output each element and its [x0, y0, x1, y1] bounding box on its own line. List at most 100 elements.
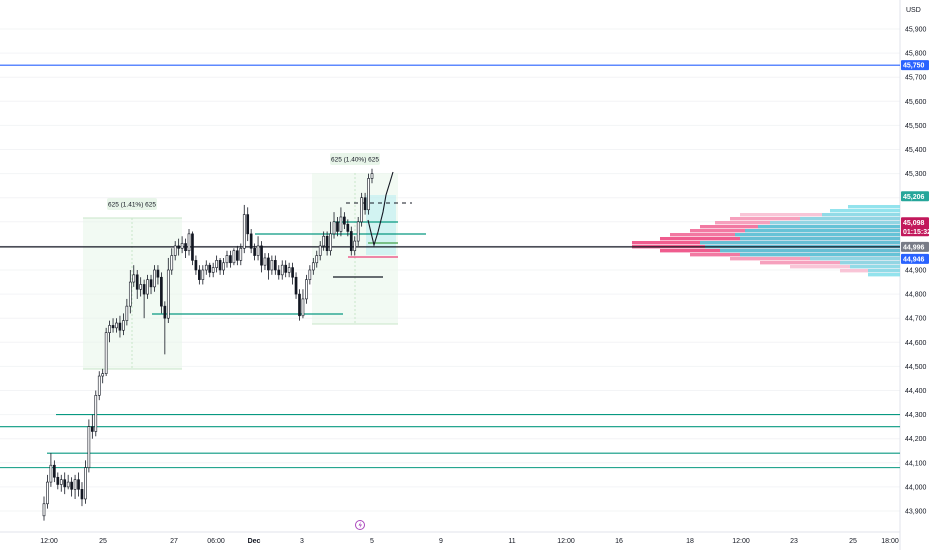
candle-body [194, 260, 198, 271]
candle-body [325, 235, 329, 252]
drawings[interactable] [367, 171, 394, 248]
candle-body [132, 274, 136, 283]
candle-body [284, 264, 288, 273]
currency-label[interactable]: USD [906, 7, 921, 14]
candle-body [173, 245, 177, 256]
candle-body [298, 293, 301, 317]
candle-body [184, 243, 187, 252]
time-tick-label: 25 [849, 538, 857, 545]
lightning-icon [358, 521, 362, 529]
time-tick-label: 18 [686, 538, 694, 545]
price-tick-label: 44,900 [905, 268, 927, 275]
candle-body [287, 267, 291, 273]
price-tick-label: 45,600 [905, 99, 927, 106]
candle-body [253, 248, 256, 256]
candle-body [177, 245, 180, 249]
candle-body [201, 269, 205, 280]
candle-body [94, 395, 98, 432]
candle-body [191, 233, 194, 261]
candle-body [349, 231, 353, 252]
price-tick-label: 44,700 [905, 316, 927, 323]
price-tick-label: 44,100 [905, 460, 927, 467]
price-tag [901, 60, 929, 71]
candle-body [353, 240, 357, 252]
candle-body [80, 489, 84, 500]
candle-body [277, 269, 281, 276]
candle-body [70, 481, 73, 490]
time-tick-label: 25 [99, 538, 107, 545]
candle-body [308, 269, 312, 280]
projection-box [366, 195, 396, 255]
candle-body [236, 250, 239, 261]
candle-body [363, 197, 367, 211]
price-tick-label: 44,600 [905, 340, 927, 347]
time-tick-label: 18:00 [881, 538, 899, 545]
candle-body [260, 245, 263, 266]
price-tag-label: 44,996 [903, 244, 925, 251]
volume-profile-bar [868, 269, 900, 273]
candle-body [142, 284, 146, 295]
candle-body [77, 479, 80, 490]
candle-body [104, 332, 108, 374]
candle-body [84, 467, 87, 500]
candle-body [97, 375, 101, 396]
price-tick-label: 45,300 [905, 171, 927, 178]
horizontal-levels[interactable] [0, 64, 900, 469]
volume-profile-bar [745, 229, 900, 233]
candle-body [153, 269, 156, 288]
candle-body [343, 216, 346, 225]
price-tag [901, 253, 929, 264]
candle-body [315, 255, 319, 264]
candle-body [204, 264, 208, 271]
candle-body [166, 269, 170, 319]
candle-body [59, 479, 63, 485]
price-tags: 45,750 45,206 45,098 01:15:32 44,996 44,946 [901, 60, 931, 264]
price-tag [901, 241, 929, 252]
candle-body [111, 325, 115, 329]
price-tick-label: 44,000 [905, 484, 927, 491]
candle-body [273, 260, 277, 271]
candle-body [170, 255, 174, 271]
candle-body [280, 264, 284, 276]
measure-label: 625 (1.41%) 625 [108, 202, 156, 209]
volume-profile-bar [740, 253, 900, 257]
price-tag-label: 45,098 [903, 220, 925, 227]
price-tag-label: 44,946 [903, 256, 925, 263]
volume-profile-bar [758, 225, 900, 229]
price-tag [901, 217, 929, 237]
measure-label-box [330, 153, 380, 165]
candle-body [336, 221, 339, 232]
price-tick-label: 45,700 [905, 75, 927, 82]
candle-body [53, 464, 56, 478]
volume-profile-bar [840, 261, 900, 265]
candle-body [346, 223, 350, 232]
candle-body [263, 257, 267, 266]
volume-profile-bar [740, 237, 900, 241]
candle-body [249, 233, 253, 249]
candle-body [87, 426, 91, 468]
volume-profile-bar [822, 213, 900, 217]
time-tick-label: Dec [248, 538, 261, 545]
candle-body [242, 214, 246, 249]
candle-body [118, 322, 122, 331]
price-tick-label: 44,800 [905, 292, 927, 299]
projection-path[interactable] [367, 171, 394, 248]
candle-body [339, 216, 343, 232]
candle-body [122, 320, 125, 331]
volume-profile-bar [740, 213, 900, 217]
candle-body [187, 233, 191, 252]
volume-profile-bar [810, 257, 900, 261]
candle-body [215, 260, 218, 268]
time-axis[interactable]: 12:00 25 27 06:00 Dec 3 5 9 11 12:00 16 18 12:00 23 25… [40, 520, 899, 546]
candle-body [267, 257, 270, 271]
price-tick-label: 44,400 [905, 388, 927, 395]
candle-body [198, 269, 201, 280]
time-tick-label: 5 [370, 538, 374, 545]
price-tick-label: 45,500 [905, 123, 927, 130]
candle-body [180, 243, 184, 249]
time-tick-label: 27 [170, 538, 178, 545]
price-tick-label: 44,200 [905, 436, 927, 443]
candle-body [125, 305, 129, 321]
candle-body [305, 279, 308, 300]
